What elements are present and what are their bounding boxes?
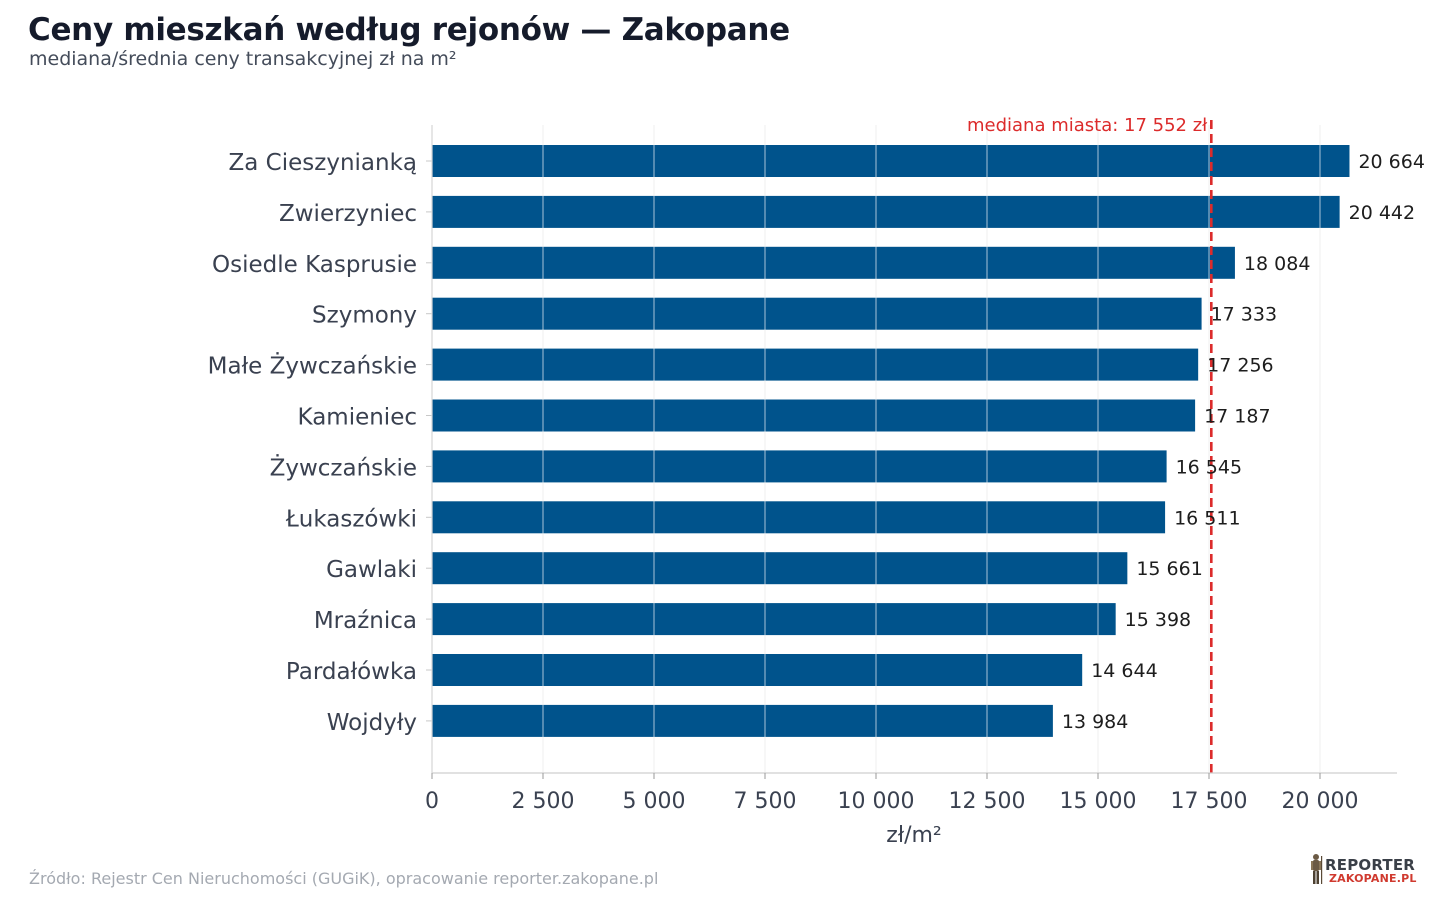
value-labels: 20 664 20 442 18 084 17 333 17 256 17 187 16 5…: [1062, 151, 1425, 733]
category-label: Łukaszówki: [285, 506, 417, 532]
bar: [432, 501, 1166, 534]
logo-text-zakopane: ZAKOPANE.PL: [1329, 872, 1417, 885]
value-label: 13 984: [1062, 711, 1128, 733]
bar: [432, 552, 1128, 585]
bar: [432, 145, 1350, 177]
category-label: Małe Żywczańskie: [208, 352, 417, 380]
source-note: Źródło: Rejestr Cen Nieruchomości (GUGiK…: [29, 869, 659, 888]
category-label: Wojdyły: [327, 710, 417, 736]
bar: [432, 297, 1202, 330]
category-label: Za Cieszynianką: [229, 150, 417, 176]
category-label: Szymony: [312, 303, 417, 329]
bar: [432, 348, 1199, 381]
x-tick-label: 12 500: [949, 789, 1026, 814]
bar: [432, 654, 1083, 686]
value-label: 15 661: [1136, 558, 1202, 580]
value-label: 15 398: [1125, 609, 1191, 631]
value-label: 17 256: [1207, 355, 1273, 377]
x-tick-label: 20 000: [1282, 789, 1359, 814]
x-tick-label: 5 000: [623, 789, 686, 814]
chart-subtitle: mediana/średnia ceny transakcyjnej zł na…: [29, 48, 457, 70]
x-tick-label: 17 500: [1171, 789, 1248, 814]
highlander-figure-icon: [1311, 854, 1323, 884]
category-label: Gawlaki: [326, 557, 417, 583]
bar: [432, 195, 1340, 228]
value-label: 20 664: [1358, 151, 1424, 173]
bars: [432, 125, 1350, 773]
bar: [432, 246, 1235, 279]
value-label: 17 333: [1211, 304, 1277, 326]
bar: [432, 603, 1116, 636]
x-tick-label: 7 500: [734, 789, 797, 814]
logo-text-reporter: REPORTER: [1325, 856, 1416, 874]
value-label: 20 442: [1349, 202, 1415, 224]
value-label: 14 644: [1091, 660, 1157, 682]
category-label: Osiedle Kasprusie: [212, 252, 417, 278]
bar: [432, 450, 1167, 483]
value-label: 17 187: [1204, 406, 1270, 428]
value-label: 16 511: [1174, 507, 1240, 529]
median-label: mediana miasta: 17 552 zł: [967, 115, 1208, 136]
x-tick-label: 15 000: [1060, 789, 1137, 814]
x-tick-label: 2 500: [512, 789, 575, 814]
category-label: Żywczańskie: [270, 453, 417, 481]
category-label: Zwierzyniec: [279, 201, 417, 227]
reference-line-group: mediana miasta: 17 552 zł: [967, 115, 1213, 777]
category-label: Pardałówka: [286, 659, 417, 685]
value-label: 18 084: [1244, 253, 1310, 275]
x-tick-label: 10 000: [838, 789, 915, 814]
category-labels: Za Cieszynianką Zwierzyniec Osiedle Kaspru…: [208, 150, 432, 736]
value-label: 16 545: [1176, 456, 1242, 478]
chart-title: Ceny mieszkań według rejonów — Zakopane: [28, 12, 790, 48]
x-axis: 0 2 500 5 000 7 500 10 000 12 500 15 000 17 500…: [425, 125, 1397, 848]
category-label: Kamieniec: [298, 405, 417, 431]
bar: [432, 704, 1053, 737]
x-axis-title: zł/m²: [886, 823, 941, 848]
bar: [432, 399, 1196, 432]
x-tick-label: 0: [425, 789, 439, 814]
category-label: Mraźnica: [314, 608, 417, 634]
reporter-zakopane-logo: REPORTER ZAKOPANE.PL: [1306, 851, 1416, 891]
